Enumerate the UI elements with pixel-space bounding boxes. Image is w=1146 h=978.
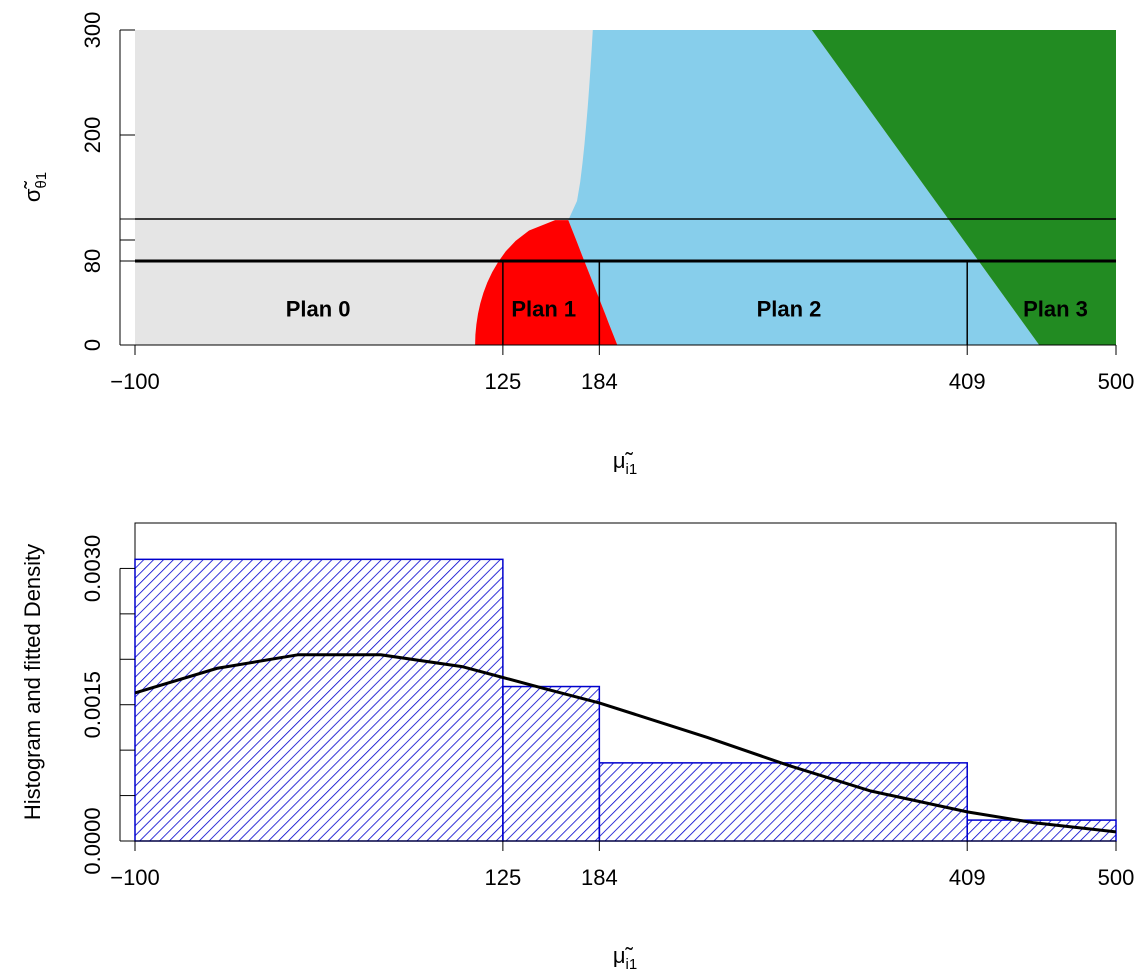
y-tick-label: 300 — [80, 12, 105, 49]
x-tick-label: 125 — [485, 865, 522, 890]
x-axis-bottom: −100 125 184 409 500 — [110, 840, 1135, 890]
x-axis-title-top: μ̃i1 — [613, 448, 637, 478]
x-tick-label: 184 — [581, 369, 618, 394]
x-tick-label: −100 — [110, 865, 160, 890]
y-tick-label: 0 — [80, 339, 105, 351]
region-plan-2 — [568, 30, 1040, 345]
histogram-chart: −100 125 184 409 500 0.0000 0.0015 0.0030 μ̃i1… — [20, 522, 1135, 973]
x-tick-label: −100 — [110, 369, 160, 394]
y-tick-label: 80 — [80, 249, 105, 273]
plan-label: Plan 2 — [757, 296, 822, 321]
histogram-bar — [134, 558, 504, 842]
plan-label: Plan 0 — [286, 296, 351, 321]
y-axis-top: 0 80 200 300 — [80, 12, 135, 351]
x-tick-label: 125 — [485, 369, 522, 394]
x-axis-top: −100 125 184 409 500 — [110, 344, 1135, 394]
histogram-bars — [134, 558, 1117, 842]
y-tick-label: 0.0030 — [80, 535, 105, 602]
x-tick-label: 184 — [581, 865, 618, 890]
density-curve — [135, 653, 1116, 834]
x-tick-label: 500 — [1098, 865, 1135, 890]
y-axis-title-bottom: Histogram and fitted Density — [20, 544, 45, 820]
x-axis-title-top-sub: i1 — [626, 461, 638, 478]
y-tick-label: 200 — [80, 117, 105, 154]
histogram-bar — [502, 685, 601, 842]
region-plan-1 — [475, 220, 618, 345]
histogram-bar — [598, 762, 968, 842]
y-axis-title-top: σ̃θ1 — [20, 172, 50, 202]
x-axis-title-bottom: μ̃i1 — [613, 943, 637, 973]
plan-label: Plan 3 — [1023, 296, 1088, 321]
reference-lines — [135, 218, 1116, 345]
y-tick-label: 0.0015 — [80, 671, 105, 738]
region-plan-3 — [811, 30, 1116, 345]
x-tick-label: 409 — [949, 865, 986, 890]
plan-label: Plan 1 — [511, 296, 576, 321]
y-tick-label: 0.0000 — [80, 807, 105, 874]
x-axis-title-bottom-sub: i1 — [626, 956, 638, 973]
plan-labels: Plan 0 Plan 1 Plan 2 Plan 3 — [286, 296, 1088, 321]
plan-region-chart: Plan 0 Plan 1 Plan 2 Plan 3 −100 125 184 409 50… — [20, 12, 1134, 478]
x-tick-label: 500 — [1098, 369, 1135, 394]
y-axis-bottom: 0.0000 0.0015 0.0030 — [80, 535, 135, 875]
x-tick-label: 409 — [949, 369, 986, 394]
y-axis-title-top-sub: θ1 — [33, 172, 50, 189]
